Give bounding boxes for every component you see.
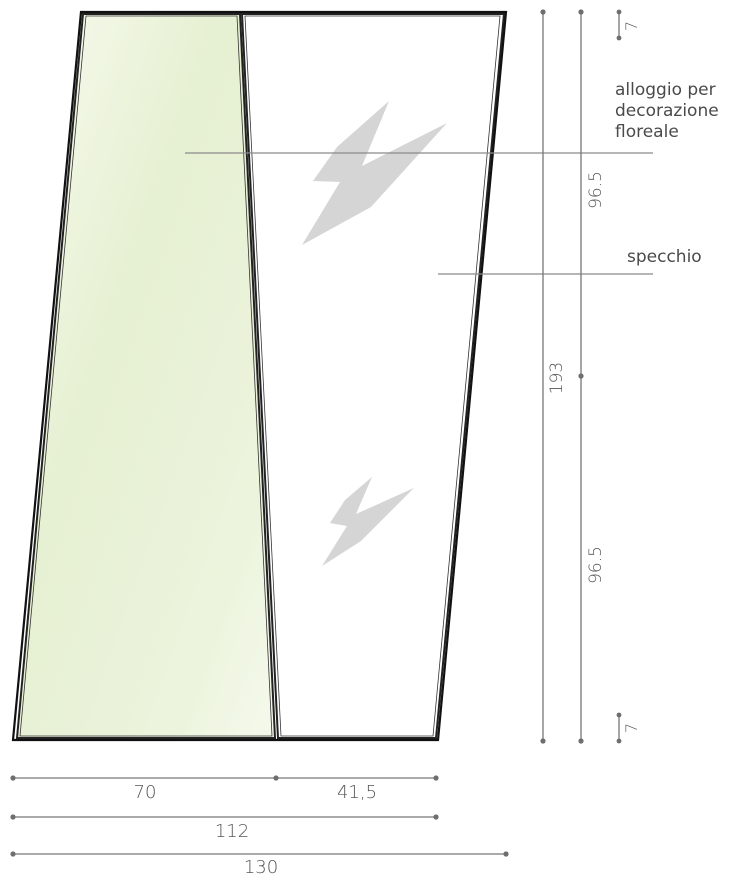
outer-frame [11, 10, 508, 742]
height-split-dot-bottom [578, 738, 584, 744]
housing-label-line-3: floreale [615, 122, 679, 142]
height-upper-label: 96.5 [586, 171, 606, 209]
width-right-panel-label: 41,5 [337, 782, 377, 803]
width-middle-dot-left [10, 814, 16, 820]
width-panels-dot-middle [273, 775, 279, 781]
width-panels-dot-left [10, 775, 16, 781]
height-split-dot-top [578, 9, 584, 15]
mirror-label: specchio [627, 247, 702, 267]
housing-label: alloggio per decorazione floreale [615, 80, 724, 142]
offset-bottom-dot-2 [616, 738, 622, 744]
offset-bottom-dot-1 [616, 712, 622, 718]
offset-top-label: 7 [622, 21, 641, 31]
mirror-panel [240, 13, 506, 739]
width-total-dot-right [503, 851, 509, 857]
offset-top-dot-2 [616, 35, 622, 41]
height-lower-label: 96.5 [586, 546, 606, 584]
width-middle-label: 112 [215, 821, 249, 842]
height-total-dot-bottom [540, 738, 546, 744]
mirror-panel-inner-border [244, 15, 501, 737]
logo-mark-lower-icon [322, 477, 414, 566]
housing-label-line-2: decorazione [615, 101, 719, 121]
width-left-panel-label: 70 [134, 782, 157, 803]
logo-mark-upper-icon [302, 101, 447, 245]
left-glass-panel-inner-border [19, 15, 273, 737]
height-total-label: 193 [547, 362, 567, 394]
offset-top-dot-1 [616, 9, 622, 15]
left-glass-panel [15, 13, 277, 739]
width-total-label: 130 [244, 857, 278, 877]
housing-label-line-1: alloggio per [615, 80, 716, 100]
width-middle-dot-right [433, 814, 439, 820]
width-panels-dot-right [433, 775, 439, 781]
height-split-dot-middle [578, 373, 584, 379]
width-total-dot-left [10, 851, 16, 857]
offset-bottom-label: 7 [622, 723, 641, 733]
height-total-dot-top [540, 9, 546, 15]
